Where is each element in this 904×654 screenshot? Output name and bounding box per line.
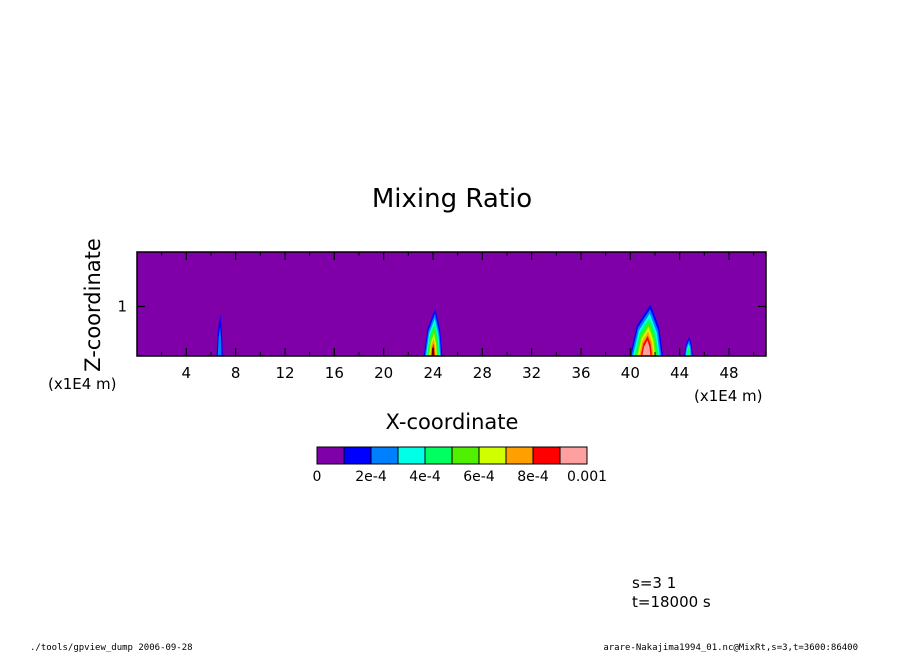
- colorbar-label-1: 2e-4: [355, 469, 387, 485]
- colorbar-swatch-1: [343, 446, 372, 465]
- x-tick-label-24: 24: [423, 364, 442, 382]
- colorbar-label-0: 0: [313, 469, 322, 485]
- x-tick-label-20: 20: [374, 364, 393, 382]
- cell-near-x41-level-10: [643, 344, 649, 356]
- y-tick-label-0: 1: [117, 297, 127, 315]
- chart-title: Mixing Ratio: [372, 184, 532, 214]
- plot-background: [137, 252, 766, 356]
- x-tick-label-4: 4: [182, 364, 192, 382]
- x-tick-label-48: 48: [719, 364, 738, 382]
- x-tick-label-44: 44: [670, 364, 689, 382]
- feature-cell-near-x24: [423, 308, 443, 356]
- s-label: s=3 1: [632, 574, 676, 592]
- colorbar-swatch-2: [370, 446, 399, 465]
- t-label: t=18000 s: [632, 593, 711, 611]
- colorbar-swatch-6: [478, 446, 507, 465]
- colorbar: 0 2e-4 4e-4 6e-4 8e-4 0.001: [313, 446, 607, 485]
- footer-right: arare-Nakajima1994_01.nc@MixRt,s=3,t=360…: [603, 643, 858, 653]
- colorbar-swatch-3: [397, 446, 426, 465]
- x-axis-label: X-coordinate: [386, 410, 519, 434]
- x-tick-label-36: 36: [571, 364, 590, 382]
- colorbar-swatch-8: [532, 446, 561, 465]
- x-tick-label-40: 40: [621, 364, 640, 382]
- y-axis-label: Z-coordinate: [81, 238, 105, 372]
- colorbar-swatch-4: [424, 446, 453, 465]
- x-tick-label-12: 12: [275, 364, 294, 382]
- x-tick-label-8: 8: [231, 364, 241, 382]
- cell-near-x7-level-2: [217, 326, 222, 356]
- y-axis-unit: (x1E4 m): [48, 375, 117, 393]
- colorbar-label-3: 6e-4: [463, 469, 495, 485]
- colorbar-label-4: 8e-4: [517, 469, 549, 485]
- x-tick-label-16: 16: [325, 364, 344, 382]
- x-axis-unit: (x1E4 m): [694, 387, 763, 405]
- footer-left: ./tools/gpview_dump 2006-09-28: [30, 643, 193, 653]
- cell-near-x45-level-4: [686, 346, 690, 356]
- colorbar-label-2: 4e-4: [409, 469, 441, 485]
- x-tick-label-32: 32: [522, 364, 541, 382]
- colorbar-label-5: 0.001: [567, 469, 607, 485]
- feature-cell-near-x7: [216, 314, 223, 356]
- feature-cell-near-x45: [683, 336, 693, 356]
- x-tick-label-28: 28: [473, 364, 492, 382]
- colorbar-swatch-9: [559, 446, 588, 465]
- colorbar-swatch-5: [451, 446, 480, 465]
- colorbar-swatch-7: [505, 446, 534, 465]
- colorbar-swatch-0: [316, 446, 345, 465]
- plot-frame: [136, 251, 767, 357]
- plot-area: 4 8 12 16 20 24 28 32 36 40 44 481: [117, 251, 767, 382]
- feature-cell-near-x41: [629, 304, 664, 356]
